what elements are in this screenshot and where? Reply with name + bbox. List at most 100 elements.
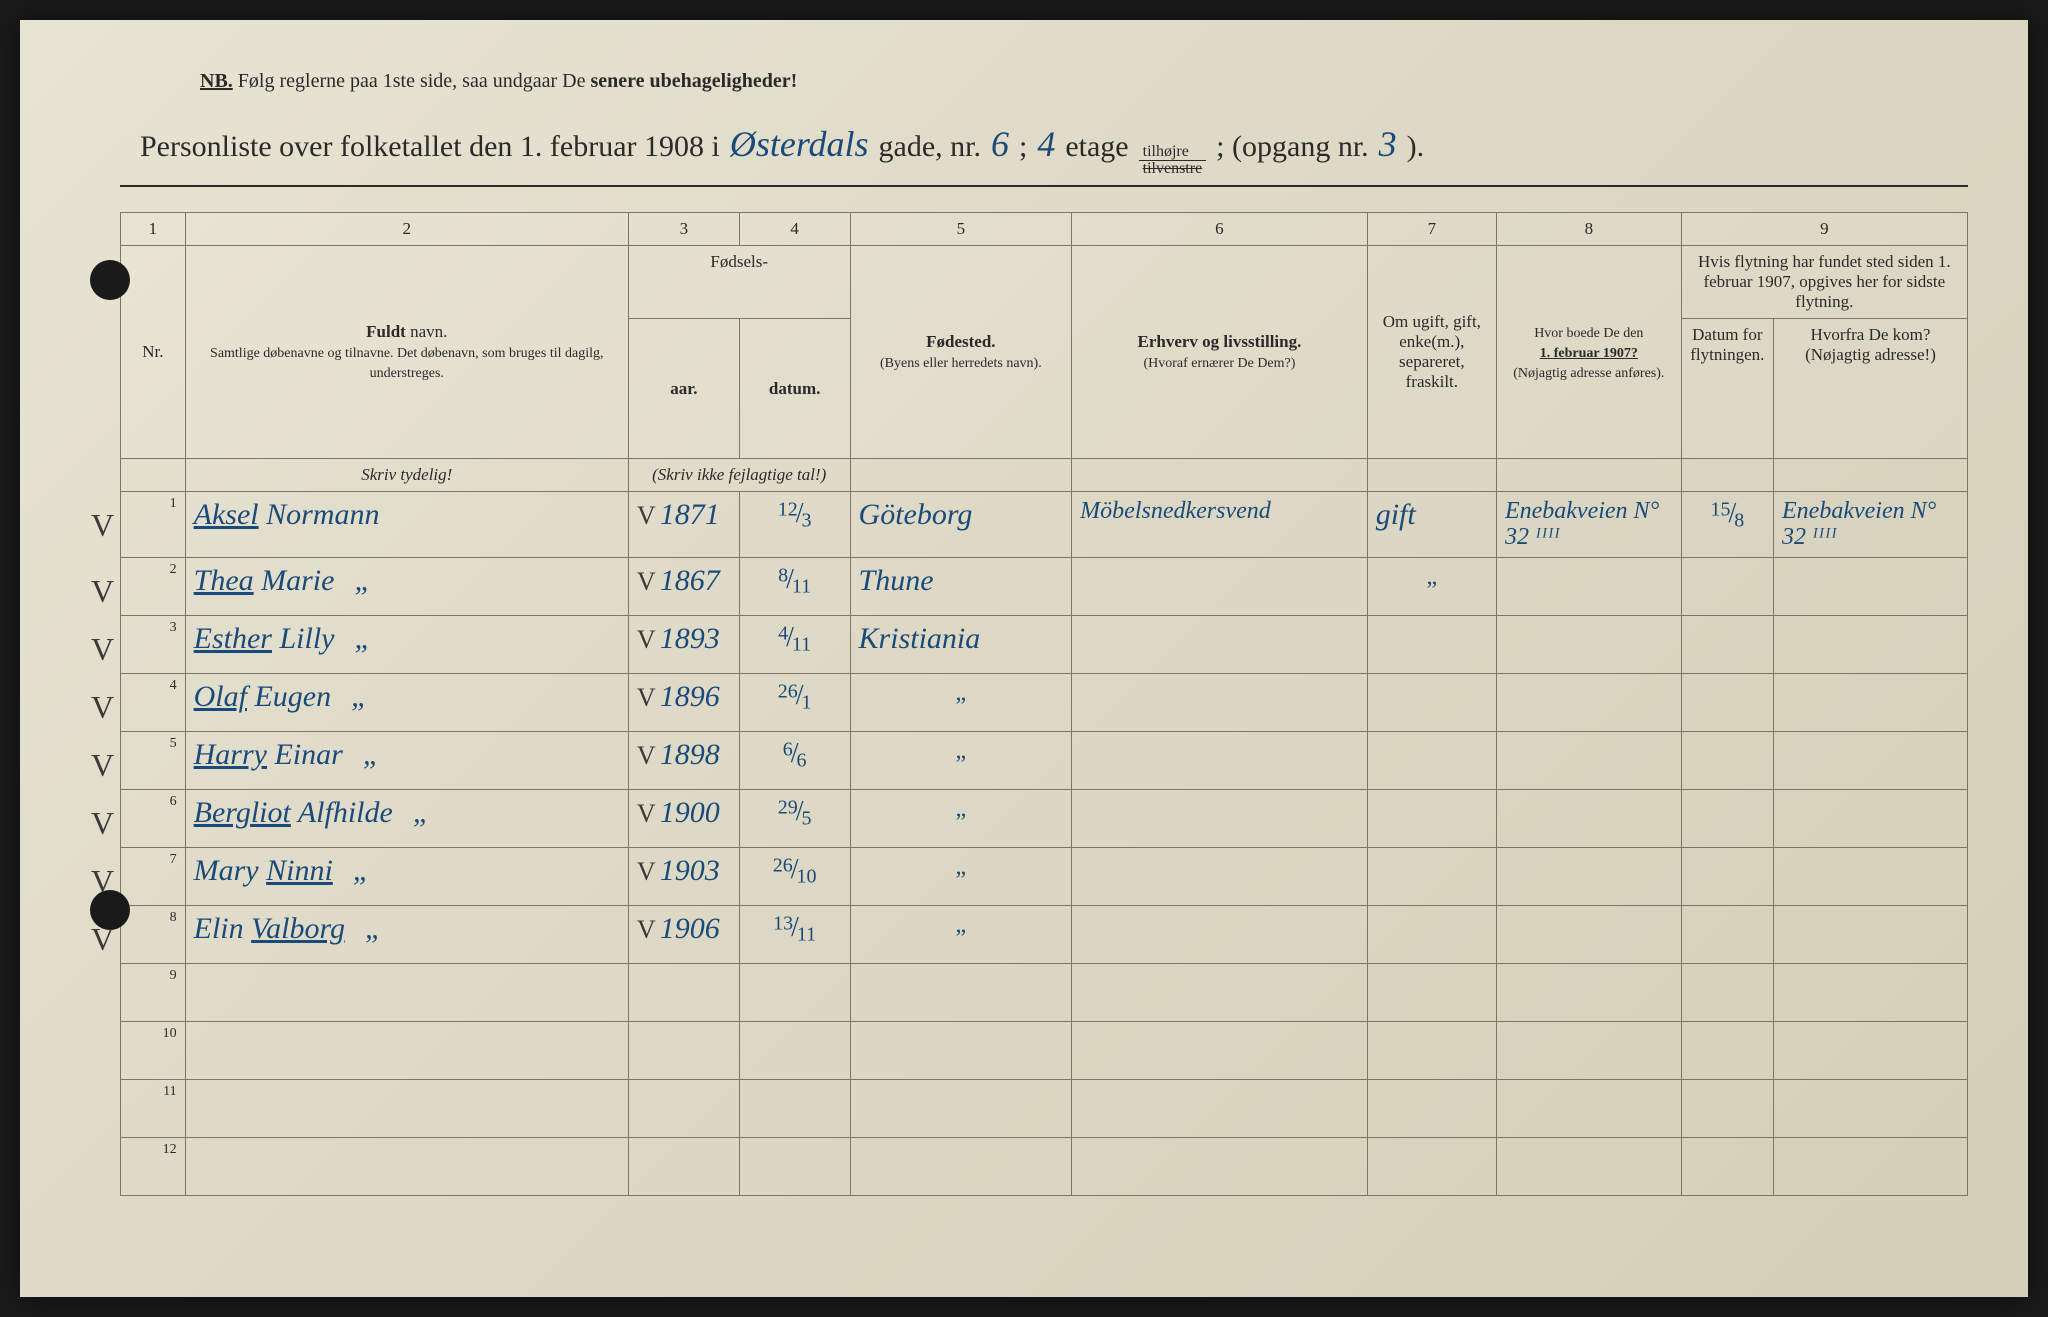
addr-1907-cell [1496,789,1681,847]
birth-date: 26/10 [773,854,817,888]
table-row: 10 [121,1021,1968,1079]
blank-cell [1367,963,1496,1021]
hdr-aar: aar. [628,319,739,459]
blank-cell [739,1079,850,1137]
birth-date-cell: 6/6 [739,731,850,789]
addr-1907-cell [1496,905,1681,963]
birth-date: 8/11 [778,564,811,598]
occupation-cell [1072,789,1368,847]
row-nr: 11 [121,1079,186,1137]
blank-cell [850,1021,1072,1079]
hdr-fodested-t: Fødested. [926,332,995,351]
hdr-hvorfra-2: De kom? [1864,325,1930,344]
margin-check-icon: V [91,805,114,842]
birth-date-cell: 26/1 [739,673,850,731]
person-name: Bergliot Alfhilde [194,796,393,829]
hdr-1907-t1: Hvor boede De den [1534,326,1643,341]
blank-cell [1072,1137,1368,1195]
hdr-flyt-top: Hvis flytning har fundet sted siden 1. f… [1681,246,1967,319]
person-name: Olaf Eugen [194,680,331,713]
birth-date: 6/6 [783,738,807,772]
move-from-cell: Enebakveien N° 32 ᴵᴵᴵᴵ [1774,492,1968,558]
nb-emphasis: senere ubehageligheder! [590,70,797,92]
blank-cell [1367,1079,1496,1137]
hdr-flyt-hvorfra: Hvorfra De kom? (Nøjagtig adresse!) [1774,319,1968,459]
row-nr: V8 [121,905,186,963]
ditto-mark: „ [353,854,370,887]
birth-date-cell: 29/5 [739,789,850,847]
birth-year: 1906 [660,912,720,945]
blank-cell [1496,1021,1681,1079]
hdr-name-bold: Fuldt [366,322,406,341]
birthplace: Kristiania [859,622,981,655]
marital-cell [1367,847,1496,905]
row-nr: V7 [121,847,186,905]
blank-cell [1774,1137,1968,1195]
ditto-mark: „ [365,912,382,945]
marital-cell: „ [1367,557,1496,615]
blank [850,459,1072,492]
birth-date-cell: 4/11 [739,615,850,673]
birth-year: 1898 [660,738,720,771]
move-from-cell [1774,789,1968,847]
birth-year-cell: V1898 [628,731,739,789]
marital-status: gift [1376,498,1416,531]
move-date-cell [1681,615,1773,673]
row-nr-text: 4 [170,678,177,693]
year-check-icon: V [637,625,656,655]
table-row: V1Aksel NormannV187112/3GöteborgMöbelsne… [121,492,1968,558]
row-nr: V5 [121,731,186,789]
occupation-cell [1072,731,1368,789]
blank-cell [628,1137,739,1195]
blank [121,459,186,492]
year-check-icon: V [637,857,656,887]
row-nr: V1 [121,492,186,558]
blank [1367,459,1496,492]
hdr-1907-sub: (Nøjagtig adresse anføres). [1513,366,1664,381]
birth-year: 1896 [660,680,720,713]
year-check-icon: V [637,799,656,829]
blank-cell [628,963,739,1021]
marital-cell [1367,731,1496,789]
table-row: V2Thea Marie„V18678/11Thune„ [121,557,1968,615]
table-row: 12 [121,1137,1968,1195]
marital-cell: gift [1367,492,1496,558]
birth-date-cell: 26/10 [739,847,850,905]
nb-text: Følg reglerne paa 1ste side, saa undgaar… [238,70,591,92]
occupation-cell [1072,847,1368,905]
name-cell: Bergliot Alfhilde „ [185,789,628,847]
hdr-aar-t: aar. [670,379,697,398]
year-check-icon: V [637,915,656,945]
year-check-icon: V [637,683,656,713]
margin-check-icon: V [91,863,114,900]
col-num: 8 [1496,213,1681,246]
col-num: 6 [1072,213,1368,246]
occupation-cell [1072,673,1368,731]
hdr-hvorfra-1: Hvorfra [1811,325,1865,344]
person-name: Elin Valborg [194,912,345,945]
ditto-mark: „ [413,796,430,829]
hdr-flyt-datum: Datum for flytningen. [1681,319,1773,459]
name-cell: Olaf Eugen„ [185,673,628,731]
instruction-row: Skriv tydelig! (Skriv ikke fejlagtige ta… [121,459,1968,492]
hdr-1907-bold: 1. februar 1907? [1540,346,1638,361]
hdr-fodested: Fødested. (Byens eller herredets navn). [850,246,1072,459]
blank-cell [1072,1021,1368,1079]
birthplace: Thune [859,564,934,597]
marital-status: „ [1376,564,1488,591]
birth-year: 1893 [660,622,720,655]
birth-date: 29/5 [778,796,812,830]
hdr-hvorfra-sub: (Nøjagtig adresse!) [1805,345,1936,364]
margin-check-icon: V [91,921,114,958]
birthplace-cell: „ [850,905,1072,963]
floor-nr: 4 [1037,123,1055,165]
blank-cell [1681,1137,1773,1195]
birth-year-cell: V1896 [628,673,739,731]
header-row-1: Nr. Fuldt navn. Samtlige døbenavne og ti… [121,246,1968,319]
birth-year-cell: V1903 [628,847,739,905]
birth-date: 13/11 [773,912,816,946]
blank-cell [739,963,850,1021]
blank-cell [1072,963,1368,1021]
addr-1907-cell [1496,847,1681,905]
hdr-datum-t: datum. [769,379,820,398]
